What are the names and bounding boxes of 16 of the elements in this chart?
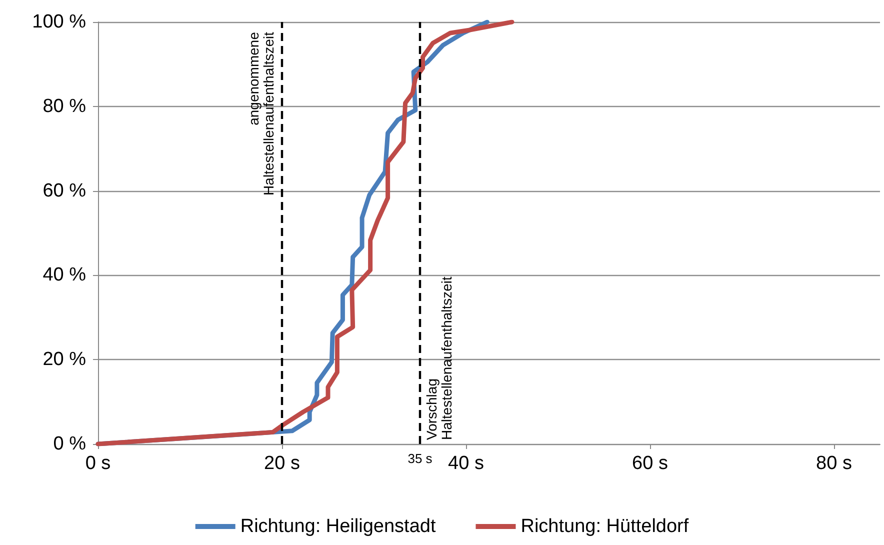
y-tick-label: 40 % <box>42 264 86 286</box>
x-tick-label: 60 s <box>632 453 668 474</box>
legend-label: Richtung: Hütteldorf <box>520 516 690 537</box>
y-tick-label: 80 % <box>42 96 86 117</box>
x-tick-label: 20 s <box>264 453 300 474</box>
x-tick-label: 80 s <box>816 453 852 474</box>
y-tick-label: 60 % <box>42 180 86 202</box>
ref-line-label: angenommene Haltestellenaufenthaltszeit <box>246 32 276 196</box>
annotation: 35 s <box>408 451 433 466</box>
y-tick-label: 0 % <box>53 434 86 454</box>
y-tick-label: 20 % <box>42 349 86 370</box>
x-tick-label: 40 s <box>448 453 484 474</box>
x-tick-label: 0 s <box>85 453 111 474</box>
y-tick-label: 100 % <box>32 12 86 32</box>
ref-line-label: Vorschlag Haltestellenaufenthaltszeit <box>424 276 454 440</box>
legend-label: Richtung: Heiligenstadt <box>240 516 436 537</box>
